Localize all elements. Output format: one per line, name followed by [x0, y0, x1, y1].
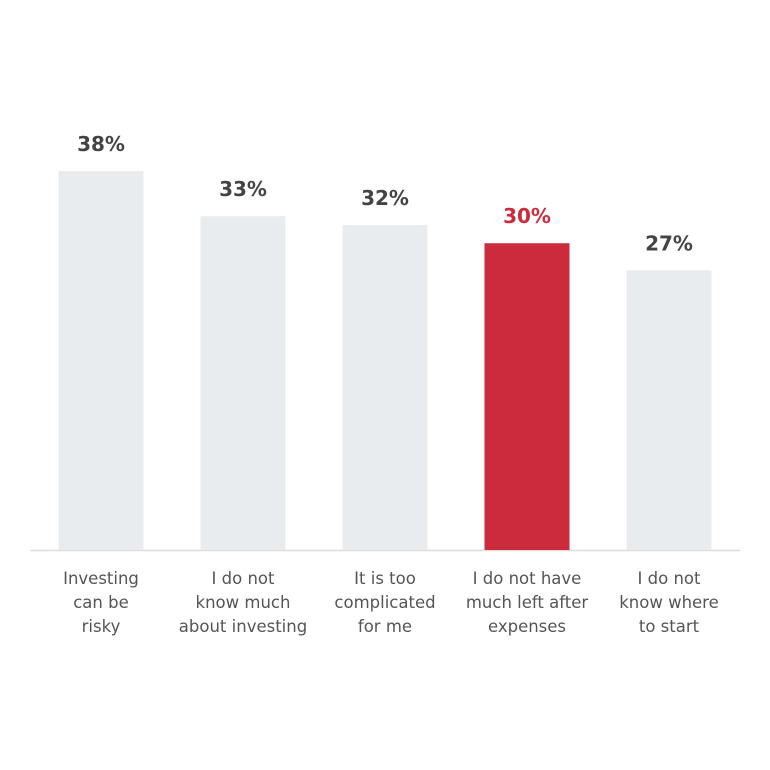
bar	[200, 216, 286, 550]
bar	[626, 270, 712, 550]
bar	[484, 243, 570, 550]
value-label: 30%	[503, 204, 551, 228]
value-label: 32%	[361, 186, 409, 210]
x-tick-label: I do not know much about investing	[178, 569, 308, 636]
bar	[58, 171, 144, 550]
x-tick-label: It is too complicated for me	[334, 569, 436, 636]
x-tick-label: I do not have much left after expenses	[465, 569, 589, 636]
x-tick-label: I do not know where to start	[619, 569, 719, 636]
value-label: 33%	[219, 177, 267, 201]
bar	[342, 225, 428, 550]
value-label: 27%	[645, 231, 693, 255]
x-tick-label: Investing can be risky	[63, 569, 139, 636]
value-label: 38%	[77, 132, 125, 156]
